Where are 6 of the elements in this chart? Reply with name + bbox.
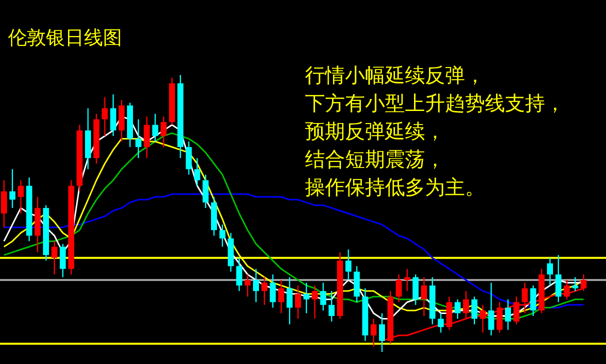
annotation: 下方有小型上升趋势线支持，: [305, 91, 565, 115]
annotation: 预期反弹延续，: [305, 119, 445, 143]
annotation: 结合短期震荡，: [305, 147, 445, 171]
chart-title: 伦敦银日线图: [8, 27, 122, 49]
annotation: 行情小幅延续反弹，: [305, 63, 485, 87]
annotation: 操作保持低多为主。: [305, 175, 485, 199]
